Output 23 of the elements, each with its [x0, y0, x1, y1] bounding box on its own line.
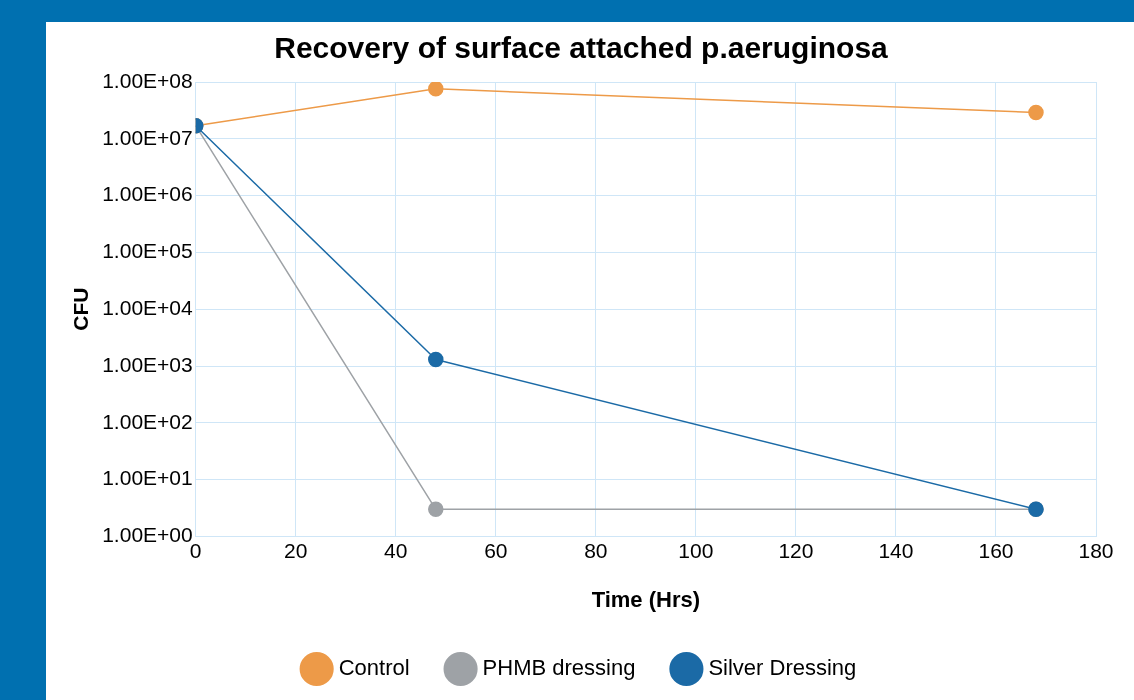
y-tick-label: 1.00E+08 [102, 68, 193, 92]
y-tick-label: 1.00E+02 [102, 409, 193, 433]
x-tick-label: 140 [878, 538, 914, 562]
y-tick-label: 1.00E+06 [102, 182, 193, 206]
x-tick-label: 40 [384, 538, 408, 562]
y-tick-label: 1.00E+04 [102, 296, 194, 319]
x-tick-label: 180 [1078, 538, 1114, 562]
y-tick-label: 1.00E+01 [102, 466, 193, 490]
x-tick-label: 80 [584, 538, 608, 562]
y-tick-label: 1.00E+07 [102, 125, 193, 149]
x-axis-title: Time (Hrs) [591, 586, 701, 612]
legend-label: Control [338, 655, 410, 681]
x-tick-label: 160 [978, 538, 1014, 562]
chart-title: Recovery of surface attached p.aeruginosa [274, 31, 889, 65]
y-tick-label: 1.00E+05 [102, 239, 193, 263]
x-tick-label: 120 [778, 538, 814, 562]
y-axis-title: CFU [69, 287, 93, 331]
x-tick-label: 20 [284, 538, 308, 562]
legend-label: PHMB dressing [482, 655, 636, 681]
legend-label: Silver Dressing [708, 655, 857, 681]
x-tick-label: 60 [484, 538, 508, 562]
x-tick-label: 100 [678, 538, 714, 562]
y-tick-label: 1.00E+03 [102, 352, 193, 376]
